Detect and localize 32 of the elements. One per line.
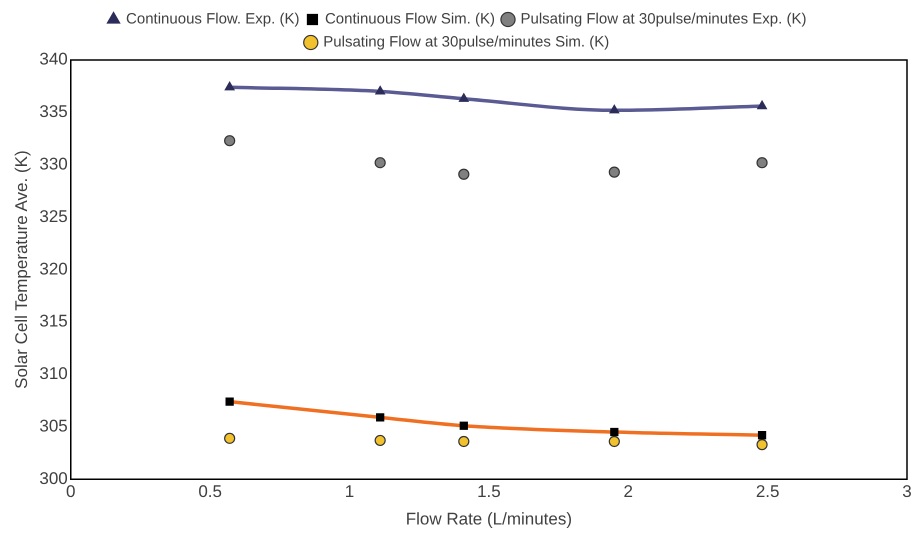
x-tick-label: 1.5 xyxy=(477,482,501,502)
point xyxy=(608,436,620,448)
x-tick-label: 1 xyxy=(344,482,354,502)
legend-label: Continuous Flow. Exp. (K) xyxy=(126,10,300,28)
x-tick-label: 3 xyxy=(902,482,912,502)
point xyxy=(608,166,620,178)
y-tick-label: 325 xyxy=(39,206,68,226)
y-axis-title: Solar Cell Temperature Ave. (K) xyxy=(12,150,31,389)
legend-label: Continuous Flow Sim. (K) xyxy=(324,10,496,28)
y-tick-label: 335 xyxy=(39,102,68,122)
point xyxy=(224,432,236,444)
point xyxy=(374,434,386,446)
y-tick-label: 300 xyxy=(39,468,68,488)
y-tick-label: 315 xyxy=(39,312,68,331)
point xyxy=(374,157,386,168)
x-tick-label: 0.5 xyxy=(198,482,222,502)
point xyxy=(756,157,768,168)
x-tick-label: 2.5 xyxy=(756,482,780,502)
point xyxy=(224,135,236,146)
y-tick-label: 310 xyxy=(39,364,68,384)
x-axis-title: Flow Rate (L/minutes) xyxy=(406,509,572,528)
point xyxy=(458,168,470,180)
legend-label: Pulsating Flow at 30pulse/minutes Sim. (K) xyxy=(323,34,610,51)
point xyxy=(458,436,470,448)
x-tick-label: 0 xyxy=(66,482,76,502)
x-tick-label: 2 xyxy=(624,482,633,502)
y-tick-label: 305 xyxy=(39,416,68,436)
y-tick-label: 320 xyxy=(39,259,68,278)
legend-label: Pulsating Flow at 30pulse/minutes Exp. (K) xyxy=(520,10,806,28)
y-tick-label: 330 xyxy=(39,154,68,174)
y-tick-label: 340 xyxy=(39,50,68,69)
point xyxy=(756,439,768,450)
